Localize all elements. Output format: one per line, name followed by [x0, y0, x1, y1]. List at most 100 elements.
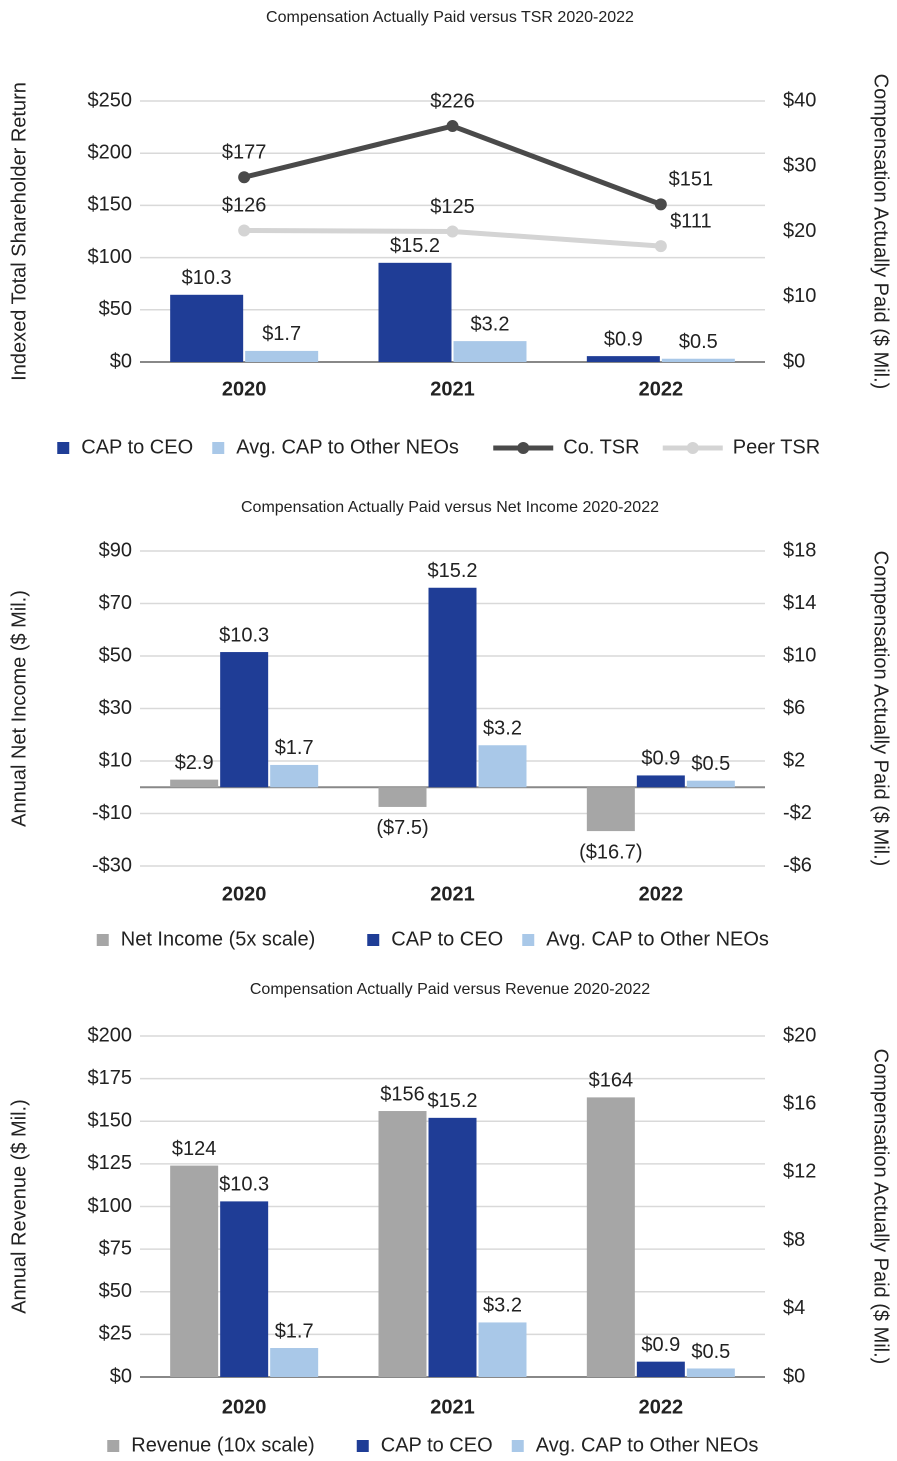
value-label: $0.9: [641, 1334, 680, 1356]
y-tick-label: $0: [110, 350, 132, 372]
y-tick-label: $50: [99, 298, 132, 320]
bar: [378, 1111, 427, 1377]
legend-label: Peer TSR: [733, 436, 820, 458]
y2-tick-label: $18: [783, 539, 816, 561]
bar: [478, 745, 527, 788]
y-tick-label: $150: [88, 194, 133, 216]
y2-axis-label: Compensation Actually Paid ($ Mil.): [870, 1049, 892, 1365]
bar: [270, 1348, 319, 1377]
value-label: $151: [669, 169, 714, 191]
bar: [453, 341, 527, 362]
legend-dot: [517, 442, 530, 454]
value-label: $0.9: [604, 328, 643, 350]
y2-tick-label: $8: [783, 1229, 805, 1251]
legend-swatch: [511, 1440, 524, 1452]
y-tick-label: $100: [88, 246, 133, 268]
y-tick-label: $90: [99, 539, 132, 561]
y-tick-label: $50: [99, 1280, 132, 1302]
y-tick-label: $100: [88, 1195, 133, 1217]
legend-label: CAP to CEO: [391, 928, 503, 950]
value-label: ($16.7): [579, 841, 642, 863]
legend-label: CAP to CEO: [381, 1434, 493, 1456]
value-label: $0.9: [641, 748, 680, 770]
y-tick-label: $200: [88, 141, 133, 163]
legend-swatch: [107, 1440, 120, 1452]
x-tick-label: 2021: [430, 1396, 475, 1418]
bar: [636, 775, 685, 788]
y-tick-label: $70: [99, 592, 132, 614]
bar: [586, 356, 660, 362]
x-tick-label: 2020: [222, 378, 267, 400]
legend-label: Avg. CAP to Other NEOs: [546, 928, 769, 950]
legend-label: Co. TSR: [563, 436, 639, 458]
y2-tick-label: -$6: [783, 854, 812, 876]
x-tick-label: 2022: [639, 1396, 684, 1418]
y2-tick-label: $6: [783, 697, 805, 719]
value-label: $226: [430, 90, 475, 112]
value-label: $15.2: [427, 560, 477, 582]
y2-tick-label: $0: [783, 1365, 805, 1387]
x-tick-label: 2020: [222, 1396, 267, 1418]
line-point: [654, 240, 667, 253]
y2-tick-label: $10: [783, 285, 816, 307]
legend-swatch: [96, 934, 109, 946]
value-label: $156: [380, 1083, 425, 1105]
legend-label: CAP to CEO: [81, 436, 193, 458]
x-tick-label: 2021: [430, 883, 475, 905]
y2-tick-label: $2: [783, 749, 805, 771]
y2-tick-label: $20: [783, 220, 816, 242]
value-label: $1.7: [275, 737, 314, 759]
y-tick-label: $175: [88, 1067, 133, 1089]
bar: [245, 350, 319, 362]
bar: [170, 294, 244, 362]
value-label: $3.2: [483, 1295, 522, 1317]
legend-swatch: [212, 442, 225, 454]
y-axis-label: Indexed Total Shareholder Return: [8, 82, 30, 381]
legend-swatch: [57, 442, 70, 454]
chart-title: Compensation Actually Paid versus Revenu…: [250, 981, 650, 998]
y2-tick-label: $16: [783, 1092, 816, 1114]
y2-tick-label: $40: [783, 89, 816, 111]
y2-tick-label: $14: [783, 592, 816, 614]
bar: [661, 358, 735, 362]
bar: [428, 587, 477, 788]
value-label: $3.2: [471, 313, 510, 335]
y2-axis-label: Compensation Actually Paid ($ Mil.): [870, 74, 892, 390]
value-label: $125: [430, 196, 475, 218]
value-label: $10.3: [219, 624, 269, 646]
y-tick-label: -$10: [92, 802, 132, 824]
bar: [378, 262, 452, 362]
x-tick-label: 2020: [222, 883, 267, 905]
bar: [636, 1361, 685, 1377]
chart-title: Compensation Actually Paid versus TSR 20…: [266, 9, 634, 26]
value-label: $124: [172, 1138, 217, 1160]
bar: [220, 1201, 269, 1377]
y2-tick-label: $12: [783, 1161, 816, 1183]
legend-label: Avg. CAP to Other NEOs: [536, 1434, 759, 1456]
line-point: [654, 198, 667, 211]
y-tick-label: $25: [99, 1323, 132, 1345]
bar: [170, 1165, 219, 1377]
line-point: [238, 171, 251, 184]
bar: [686, 1368, 735, 1377]
legend-label: Revenue (10x scale): [131, 1434, 314, 1456]
bar: [270, 764, 319, 788]
y-tick-label: $50: [99, 644, 132, 666]
value-label: $10.3: [182, 267, 232, 289]
line: [243, 123, 662, 207]
value-label: $2.9: [175, 752, 214, 774]
y-tick-label: $200: [88, 1024, 133, 1046]
y-tick-label: $10: [99, 749, 132, 771]
line-point: [238, 224, 251, 237]
y2-tick-label: $30: [783, 155, 816, 177]
chart-title: Compensation Actually Paid versus Net In…: [241, 499, 659, 516]
value-label: $0.5: [691, 753, 730, 775]
y-tick-label: $0: [110, 1365, 132, 1387]
x-tick-label: 2022: [639, 883, 684, 905]
legend-swatch: [522, 934, 535, 946]
bar: [586, 1097, 635, 1377]
value-label: $15.2: [427, 1090, 477, 1112]
y-tick-label: $125: [88, 1152, 133, 1174]
y2-tick-label: $10: [783, 644, 816, 666]
legend-swatch: [367, 934, 380, 946]
